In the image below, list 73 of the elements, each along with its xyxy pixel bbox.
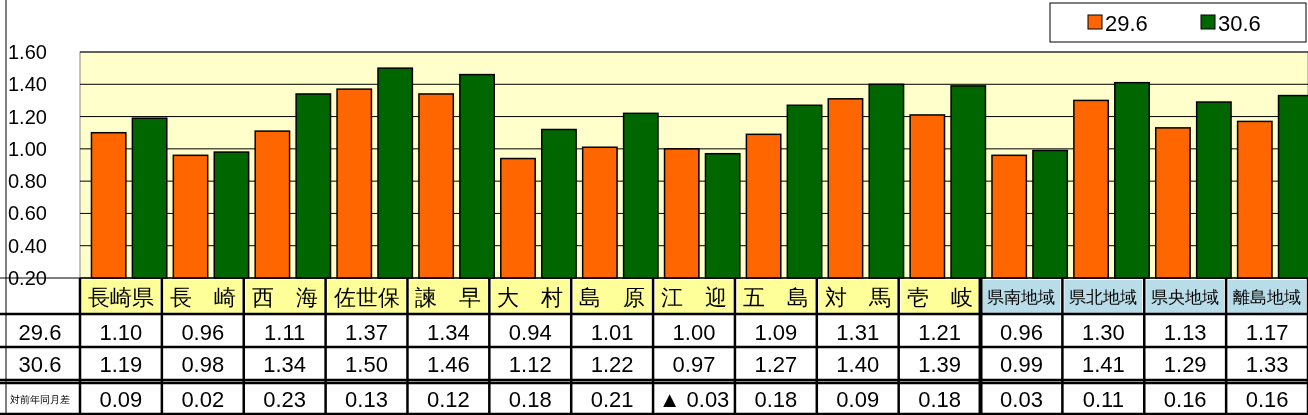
- data-label: 0.96: [181, 319, 225, 345]
- data-label: 1.09: [754, 319, 798, 345]
- data-label: 1.01: [590, 319, 634, 345]
- data-label: 1.31: [836, 319, 880, 345]
- x-tick-label: 佐世保: [333, 284, 400, 310]
- legend-label: 29.6: [1105, 11, 1148, 36]
- text: 0.12: [426, 387, 470, 413]
- y-tick-label: 0.80: [8, 170, 47, 193]
- x-tick-label: 江 迎: [661, 284, 727, 310]
- text: 0.03: [1000, 387, 1043, 413]
- y-tick-label: 1.60: [8, 41, 47, 63]
- data-label: 1.00: [672, 319, 716, 345]
- data-label: 1.27: [754, 351, 798, 377]
- data-label: 1.29: [1163, 351, 1207, 377]
- x-tick-label: 対 馬: [824, 284, 891, 310]
- y-tick-label: 0.40: [8, 234, 47, 257]
- data-label: 1.13: [1163, 319, 1207, 345]
- text: 0.09: [836, 387, 880, 413]
- text: 30.6: [18, 351, 62, 377]
- data-label: 1.41: [1081, 351, 1125, 377]
- y-tick-label: 1.40: [8, 73, 47, 96]
- x-tick-label: 県南地域: [987, 287, 1056, 307]
- x-tick-label: 県北地域: [1069, 287, 1138, 307]
- data-label: 0.99: [1000, 351, 1043, 377]
- x-tick-label: 県央地域: [1151, 287, 1220, 307]
- y-tick-label: 0.60: [8, 202, 47, 225]
- x-tick-label: 諫 早: [415, 284, 482, 310]
- data-label: 1.34: [263, 351, 307, 377]
- data-label: 1.17: [1245, 319, 1289, 345]
- x-tick-label: 西 海: [251, 284, 318, 310]
- x-tick-label: 長崎県: [87, 284, 154, 310]
- x-tick-label: 壱 岐: [906, 284, 973, 310]
- data-label: 1.39: [918, 351, 962, 377]
- text: 0.23: [263, 387, 307, 413]
- data-label: 1.10: [99, 319, 143, 345]
- data-label: 0.94: [508, 319, 552, 345]
- text: 0.11: [1082, 387, 1124, 413]
- text: 0.09: [99, 387, 143, 413]
- data-label: 1.50: [345, 351, 388, 377]
- data-label: 1.11: [264, 319, 306, 345]
- data-label: 1.33: [1245, 351, 1289, 377]
- data-label: 1.22: [590, 351, 634, 377]
- text: 対前年同月差: [10, 394, 70, 405]
- text: 29.6: [18, 319, 62, 345]
- x-tick-label: 島 原: [579, 284, 646, 310]
- y-tick-label: 1.20: [8, 105, 47, 128]
- text: 0.18: [508, 387, 552, 413]
- text: 0.16: [1245, 387, 1289, 413]
- data-label: 1.21: [918, 319, 962, 345]
- data-label: 1.37: [345, 319, 388, 345]
- data-label: 1.46: [426, 351, 470, 377]
- legend-label: 30.6: [1218, 11, 1261, 36]
- x-tick-label: 五 島: [742, 284, 809, 310]
- x-tick-label: 大 村: [497, 284, 564, 310]
- data-label: 0.96: [1000, 319, 1043, 345]
- data-label: 0.97: [672, 351, 716, 377]
- y-tick-label: 0.20: [8, 267, 47, 289]
- text: 0.21: [590, 387, 634, 413]
- data-label: 1.12: [508, 351, 552, 377]
- data-label: 1.34: [426, 319, 470, 345]
- text: 0.16: [1163, 387, 1207, 413]
- text: 0.02: [181, 387, 225, 413]
- data-label: 0.98: [181, 351, 225, 377]
- data-label: 1.19: [99, 351, 143, 377]
- text: ▲ 0.03: [658, 387, 730, 413]
- y-tick-label: 1.00: [8, 137, 47, 160]
- data-label: 1.40: [836, 351, 880, 377]
- text: 0.13: [345, 387, 388, 413]
- x-tick-label: 長 崎: [169, 284, 236, 310]
- x-tick-label: 離島地域: [1233, 287, 1302, 307]
- text: 0.18: [918, 387, 962, 413]
- data-label: 1.30: [1081, 319, 1125, 345]
- text: 0.18: [754, 387, 798, 413]
